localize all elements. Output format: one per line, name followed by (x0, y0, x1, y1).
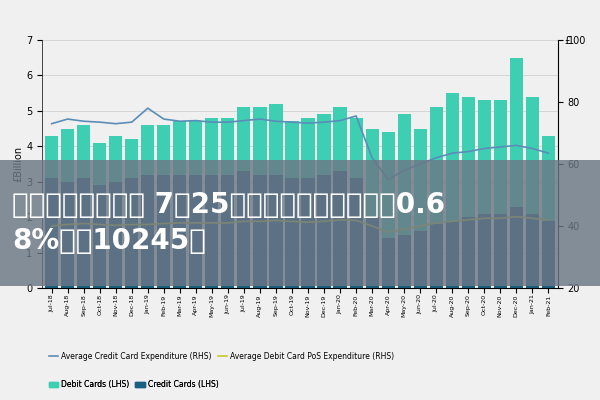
Bar (253, 107, 266, 175)
Bar (301, 178, 314, 288)
Bar (526, 214, 539, 288)
Bar (173, 122, 187, 175)
Bar (413, 231, 427, 288)
Bar (334, 171, 347, 288)
Bar (286, 122, 299, 178)
Bar (526, 97, 539, 214)
Bar (365, 128, 379, 217)
Bar (446, 93, 459, 221)
Bar (61, 128, 74, 182)
Bar (510, 206, 523, 288)
Bar (109, 182, 122, 288)
Bar (125, 178, 139, 288)
Bar (253, 175, 266, 288)
Bar (45, 136, 58, 178)
Bar (542, 221, 555, 288)
Bar (238, 107, 250, 171)
Bar (317, 114, 331, 175)
Bar (93, 143, 106, 185)
Bar (461, 97, 475, 217)
Bar (189, 175, 202, 288)
Bar (317, 175, 331, 288)
Bar (205, 118, 218, 175)
Bar (157, 175, 170, 288)
Bar (286, 178, 299, 288)
Bar (238, 171, 250, 288)
Bar (478, 214, 491, 288)
Text: 股票正规融资门槛 7月25日工业硅期货收盘下跌0.6
8%，报10245元: 股票正规融资门槛 7月25日工业硅期货收盘下跌0.6 8%，报10245元 (12, 190, 445, 256)
Legend: Average Credit Card Expenditure (RHS), Average Debit Card PoS Expenditure (RHS): Average Credit Card Expenditure (RHS), A… (46, 349, 397, 364)
Bar (157, 125, 170, 175)
Bar (301, 118, 314, 178)
Bar (173, 175, 187, 288)
Text: £: £ (564, 36, 570, 46)
Bar (141, 175, 154, 288)
Bar (413, 128, 427, 231)
Bar (494, 100, 507, 214)
Bar (494, 214, 507, 288)
Bar (350, 178, 362, 288)
Bar (125, 139, 139, 178)
Bar (189, 122, 202, 175)
Bar (141, 125, 154, 175)
Bar (45, 178, 58, 288)
Bar (109, 136, 122, 182)
Y-axis label: £Billion: £Billion (13, 146, 23, 182)
Bar (478, 100, 491, 214)
Bar (430, 107, 443, 224)
Bar (221, 175, 235, 288)
Bar (93, 185, 106, 288)
Bar (350, 118, 362, 178)
Bar (398, 114, 411, 235)
Bar (221, 118, 235, 175)
Bar (365, 217, 379, 288)
Bar (461, 217, 475, 288)
Bar (269, 175, 283, 288)
Bar (398, 235, 411, 288)
Legend: Debit Cards (LHS), Credit Cards (LHS): Debit Cards (LHS), Credit Cards (LHS) (46, 377, 221, 392)
Bar (334, 107, 347, 171)
Bar (430, 224, 443, 288)
Bar (446, 221, 459, 288)
Bar (510, 58, 523, 206)
Bar (382, 132, 395, 238)
Bar (269, 104, 283, 175)
Bar (61, 182, 74, 288)
Bar (205, 175, 218, 288)
Bar (77, 125, 90, 178)
Bar (382, 238, 395, 288)
Bar (542, 136, 555, 221)
Bar (77, 178, 90, 288)
